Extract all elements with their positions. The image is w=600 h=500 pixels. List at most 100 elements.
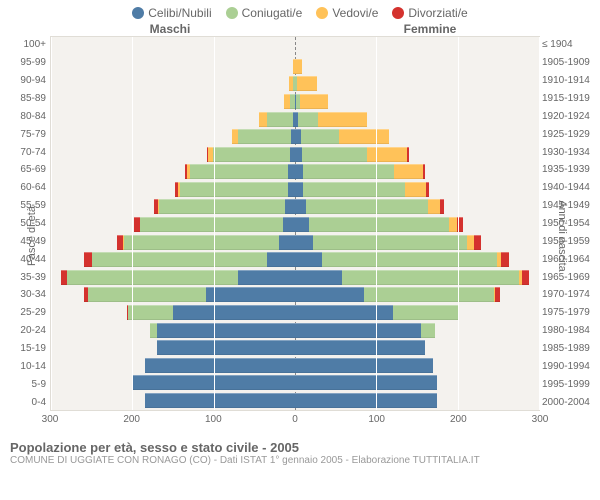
- year-label: 1955-1959: [542, 232, 596, 250]
- male-bar: [51, 358, 295, 371]
- segment: [213, 147, 290, 162]
- age-label: 45-49: [14, 232, 48, 250]
- segment: [393, 305, 458, 320]
- segment: [173, 305, 295, 320]
- segment: [285, 199, 295, 214]
- segment: [295, 287, 364, 302]
- chart-area: Fasce di età Anni di nascita 100+95-9990…: [0, 36, 600, 436]
- male-bar: [51, 375, 295, 388]
- segment: [295, 358, 433, 373]
- male-bar: [51, 112, 295, 125]
- pyramid-row: [51, 92, 539, 110]
- age-label: 50-54: [14, 215, 48, 233]
- segment: [407, 147, 409, 162]
- segment: [318, 112, 367, 127]
- segment: [190, 164, 288, 179]
- segment: [306, 199, 428, 214]
- year-label: 1985-1989: [542, 340, 596, 358]
- age-label: 0-4: [14, 393, 48, 411]
- segment: [394, 164, 422, 179]
- female-bar: [295, 340, 539, 353]
- male-bar: [51, 199, 295, 212]
- pyramid-row: [51, 127, 539, 145]
- pyramid-row: [51, 285, 539, 303]
- year-label: 1960-1964: [542, 250, 596, 268]
- female-bar: [295, 252, 539, 265]
- male-bar: [51, 305, 295, 318]
- gridline: [214, 37, 215, 410]
- segment: [295, 252, 322, 267]
- female-bar: [295, 305, 539, 318]
- male-bar: [51, 287, 295, 300]
- segment: [426, 182, 429, 197]
- segment: [67, 270, 238, 285]
- segment: [288, 164, 295, 179]
- pyramid-row: [51, 215, 539, 233]
- year-label: 1990-1994: [542, 357, 596, 375]
- legend: Celibi/Nubili Coniugati/e Vedovi/e Divorzia…: [0, 0, 600, 22]
- female-bar: [295, 41, 539, 54]
- year-label: 1905-1909: [542, 54, 596, 72]
- legend-label: Vedovi/e: [332, 6, 378, 20]
- segment: [157, 340, 295, 355]
- male-bar: [51, 393, 295, 406]
- segment: [421, 323, 435, 338]
- header-male: Maschi: [0, 22, 300, 36]
- age-label: 15-19: [14, 340, 48, 358]
- legend-swatch: [226, 7, 238, 19]
- male-bar: [51, 59, 295, 72]
- male-bar: [51, 252, 295, 265]
- legend-label: Celibi/Nubili: [148, 6, 211, 20]
- age-labels: 100+95-9990-9485-8980-8475-7970-7465-696…: [14, 36, 48, 411]
- male-bar: [51, 217, 295, 230]
- pyramid-row: [51, 109, 539, 127]
- column-headers: Maschi Femmine: [0, 22, 600, 36]
- segment: [124, 235, 279, 250]
- segment: [405, 182, 426, 197]
- segment: [301, 129, 339, 144]
- header-female: Femmine: [300, 22, 600, 36]
- legend-label: Coniugati/e: [242, 6, 303, 20]
- male-bar: [51, 164, 295, 177]
- x-tick-label: 200: [123, 414, 140, 425]
- pyramid-row: [51, 39, 539, 57]
- segment: [128, 305, 173, 320]
- female-bar: [295, 147, 539, 160]
- age-label: 10-14: [14, 357, 48, 375]
- segment: [364, 287, 494, 302]
- segment: [295, 199, 306, 214]
- gridline: [51, 37, 52, 410]
- segment: [295, 235, 313, 250]
- year-label: 1970-1974: [542, 286, 596, 304]
- segment: [295, 393, 437, 408]
- x-tick-label: 300: [532, 414, 549, 425]
- male-bar: [51, 182, 295, 195]
- x-tick-label: 200: [450, 414, 467, 425]
- segment: [259, 112, 266, 127]
- segment: [309, 217, 449, 232]
- year-label: 1950-1954: [542, 215, 596, 233]
- x-tick-label: 100: [368, 414, 385, 425]
- female-bar: [295, 76, 539, 89]
- legend-item: Divorziati/e: [392, 6, 467, 20]
- segment: [303, 164, 394, 179]
- male-bar: [51, 147, 295, 160]
- age-label: 90-94: [14, 72, 48, 90]
- female-bar: [295, 164, 539, 177]
- segment: [449, 217, 457, 232]
- x-tick-label: 300: [42, 414, 59, 425]
- segment: [423, 164, 425, 179]
- pyramid-row: [51, 162, 539, 180]
- segment: [342, 270, 519, 285]
- plot: [50, 36, 540, 411]
- age-label: 25-29: [14, 304, 48, 322]
- age-label: 95-99: [14, 54, 48, 72]
- chart-subtitle: COMUNE DI UGGIATE CON RONAGO (CO) - Dati…: [10, 455, 590, 466]
- female-bar: [295, 94, 539, 107]
- segment: [238, 129, 291, 144]
- segment: [501, 252, 509, 267]
- gridline: [539, 37, 540, 410]
- year-label: 2000-2004: [542, 393, 596, 411]
- female-bar: [295, 375, 539, 388]
- age-label: 65-69: [14, 161, 48, 179]
